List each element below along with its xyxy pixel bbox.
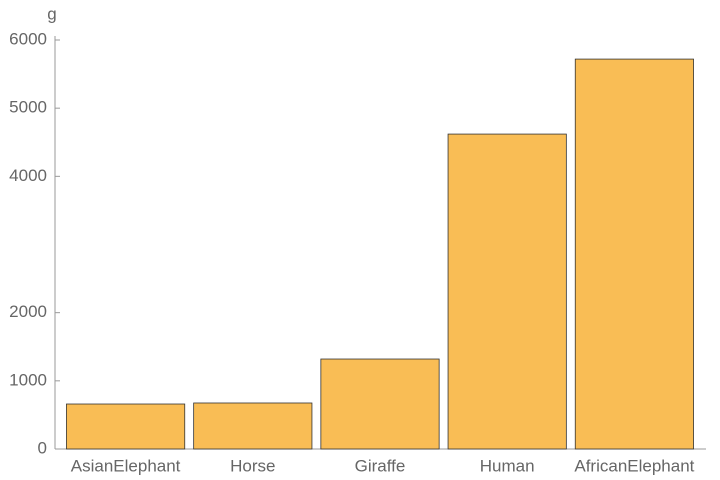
y-tick-label: 0 [38,438,47,457]
y-tick-label: 1000 [9,370,47,389]
x-tick-label: AfricanElephant [574,456,694,475]
bar [320,358,440,450]
bar [574,58,694,450]
x-tick-label: Horse [230,456,275,475]
bar [66,403,186,450]
y-axis-label: g [47,4,56,23]
y-tick-label: 2000 [9,302,47,321]
bar [193,402,313,450]
x-tick-label: Human [480,456,535,475]
bar [447,133,567,450]
y-tick-label: 4000 [9,166,47,185]
x-tick-label: Giraffe [355,456,406,475]
y-tick-label: 5000 [9,98,47,117]
x-tick-label: AsianElephant [71,456,181,475]
y-tick-label: 6000 [9,29,47,48]
